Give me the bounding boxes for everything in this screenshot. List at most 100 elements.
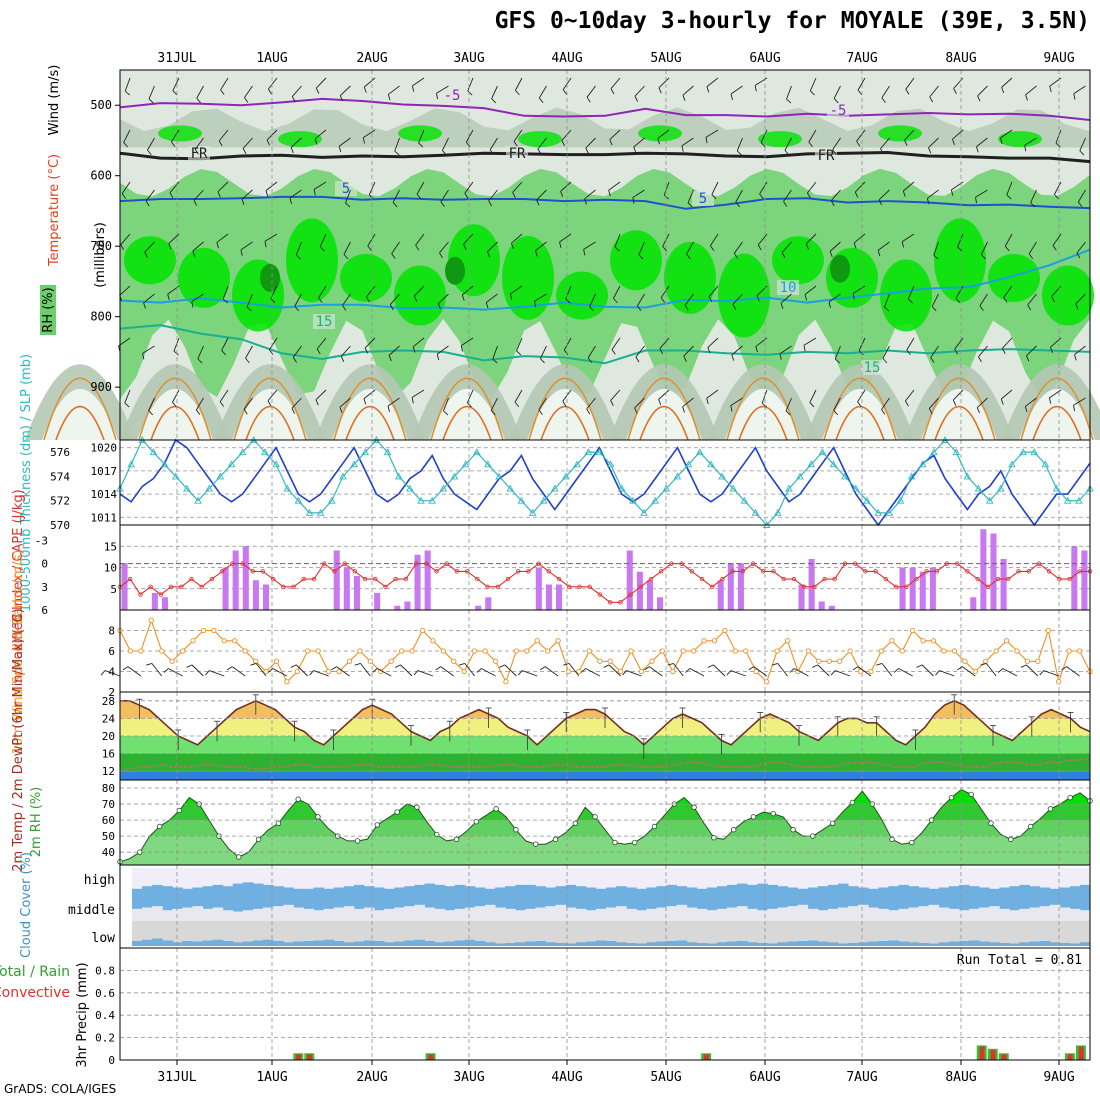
rh-marker (592, 814, 598, 820)
wind-barb (817, 664, 830, 677)
wind-barb-flag (756, 295, 760, 302)
wind-barb (626, 670, 642, 677)
wind-barb (905, 77, 915, 90)
cloud-cover-bar (162, 910, 173, 921)
wind-barb-flag (854, 191, 859, 198)
thickness-marker (1030, 448, 1039, 456)
cloud-cover-bar (242, 941, 254, 946)
lifted-index-marker (158, 592, 164, 597)
wind-barb-flag (614, 246, 620, 252)
cloud-cover-bar (1039, 887, 1051, 894)
wind-barb (962, 666, 976, 677)
cloud-cover-bar (1009, 886, 1020, 894)
cloud-cover-bar (837, 943, 849, 946)
wind-barb-flag (833, 98, 839, 104)
thickness-marker (328, 496, 336, 504)
thickness-marker (495, 472, 503, 480)
cloud-cover-bar (495, 943, 506, 946)
cloud-cover-bar (999, 908, 1010, 921)
lifted-index-marker (710, 584, 715, 590)
lifted-index-marker (1046, 569, 1052, 574)
cape-bar (899, 567, 906, 610)
wind-barb (1027, 293, 1037, 306)
wind-barb-flag (733, 253, 738, 259)
cloud-cover-bar (878, 887, 889, 894)
cloud-level-label: middle (68, 903, 115, 918)
wind-barb (808, 129, 817, 143)
wind-barb-flag (711, 194, 717, 200)
wind-barb-flag (979, 305, 984, 311)
wind-barb-flag (730, 93, 733, 100)
wind-barb-flag (660, 297, 666, 303)
wind-barb (195, 397, 204, 411)
cloud-cover-bar (605, 907, 617, 921)
wind-barb (687, 189, 694, 204)
rh-blob-bright (988, 253, 1040, 302)
lifted-index-marker (740, 569, 746, 574)
cloud-cover-bar (938, 942, 950, 946)
wind-barb (784, 137, 792, 151)
wind-barb-flag (340, 356, 345, 362)
wind-barb-flag (1049, 86, 1052, 93)
wind-barb (955, 285, 964, 299)
rh-blob-bright (124, 236, 176, 285)
thickness-marker (183, 484, 191, 492)
wind-barb (683, 345, 694, 357)
wind-barb-flag (882, 358, 888, 364)
wind-barb (658, 389, 670, 400)
wind-barb-flag (682, 95, 686, 101)
wind-barb (148, 85, 155, 100)
wind-barb (1073, 85, 1086, 95)
wind-speed-marker (1066, 648, 1072, 654)
wind-barb-flag (707, 347, 711, 354)
cloud-cover-bar (525, 908, 536, 921)
wind-barb (295, 664, 309, 677)
wind-speed-marker (1014, 648, 1020, 654)
temp-band (120, 771, 1090, 780)
wind-barb-flag (535, 250, 538, 257)
wind-barb-flag (559, 241, 562, 248)
wind-barb (318, 285, 327, 299)
wind-barb-flag (563, 662, 570, 666)
wind-barb-flag (1054, 194, 1059, 200)
wind-barb-flag (858, 350, 864, 356)
cloud-cover-bar (585, 887, 597, 894)
lifted-index-marker (311, 576, 317, 582)
wind-barb-flag (173, 350, 179, 356)
cloud-cover-bar (404, 940, 415, 946)
wind-barb-flag (881, 97, 886, 103)
lifted-index-marker (209, 576, 215, 582)
contour-label: 5 (342, 181, 350, 197)
wind-barb (682, 397, 694, 408)
wind-barb (172, 389, 180, 403)
pressure-tick-label: 500 (90, 98, 112, 112)
lifted-index-marker (556, 576, 562, 582)
wind-barb (829, 241, 841, 252)
wind-barb (144, 241, 155, 253)
cloud-cover-bar (626, 943, 637, 946)
wind-barb-flag (659, 348, 664, 355)
temp-tick: 16 (102, 748, 115, 761)
wind-barb-flag (267, 668, 274, 673)
wind-barb-flag (246, 306, 252, 312)
wind-barb (809, 77, 817, 91)
lifted-index-marker (1057, 576, 1062, 582)
ylabel-temperature: Temperature (°C) (47, 154, 62, 267)
wind-speed-marker (388, 658, 394, 664)
cloud-cover-bar (343, 906, 355, 921)
wind-barb-flag (953, 88, 957, 94)
wind-barb (366, 285, 376, 298)
wind-speed-marker (607, 658, 613, 664)
thickness-marker (339, 472, 347, 480)
wind-barb-flag (415, 244, 420, 251)
wind-barb-flag (331, 666, 337, 671)
wind-speed-marker (628, 648, 634, 654)
cloud-cover-bar (142, 939, 153, 946)
wind-barb (882, 345, 890, 359)
date-label-top: 1AUG (256, 51, 287, 66)
wind-barb-flag (245, 357, 250, 364)
wind-barb (295, 241, 302, 256)
wind-speed-marker (878, 648, 885, 654)
wind-barb (268, 77, 278, 90)
lifted-index-marker (607, 600, 613, 605)
